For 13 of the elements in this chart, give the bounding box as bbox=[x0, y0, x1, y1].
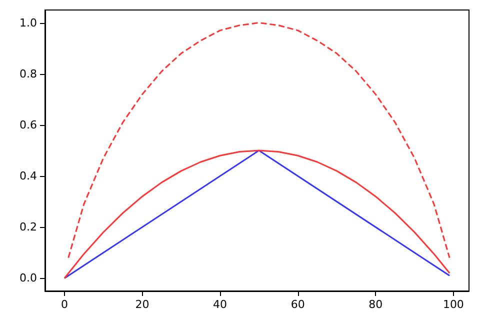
x-tick-label: 60 bbox=[290, 298, 305, 311]
x-tick-label: 0 bbox=[60, 298, 68, 311]
y-tick-label: 0.6 bbox=[20, 118, 37, 132]
x-tick-label: 100 bbox=[442, 298, 464, 311]
line-series bbox=[68, 22, 450, 259]
x-tick-label: 40 bbox=[213, 298, 228, 311]
x-tick-label: 80 bbox=[368, 298, 383, 311]
y-tick-label: 1.0 bbox=[20, 16, 37, 30]
y-tick-label: 0.2 bbox=[20, 220, 37, 234]
y-tick-label: 0.8 bbox=[20, 67, 37, 80]
y-tick-label: 0.0 bbox=[20, 272, 37, 285]
x-tick-label: 20 bbox=[135, 298, 150, 311]
y-tick-label: 0.4 bbox=[20, 170, 37, 183]
